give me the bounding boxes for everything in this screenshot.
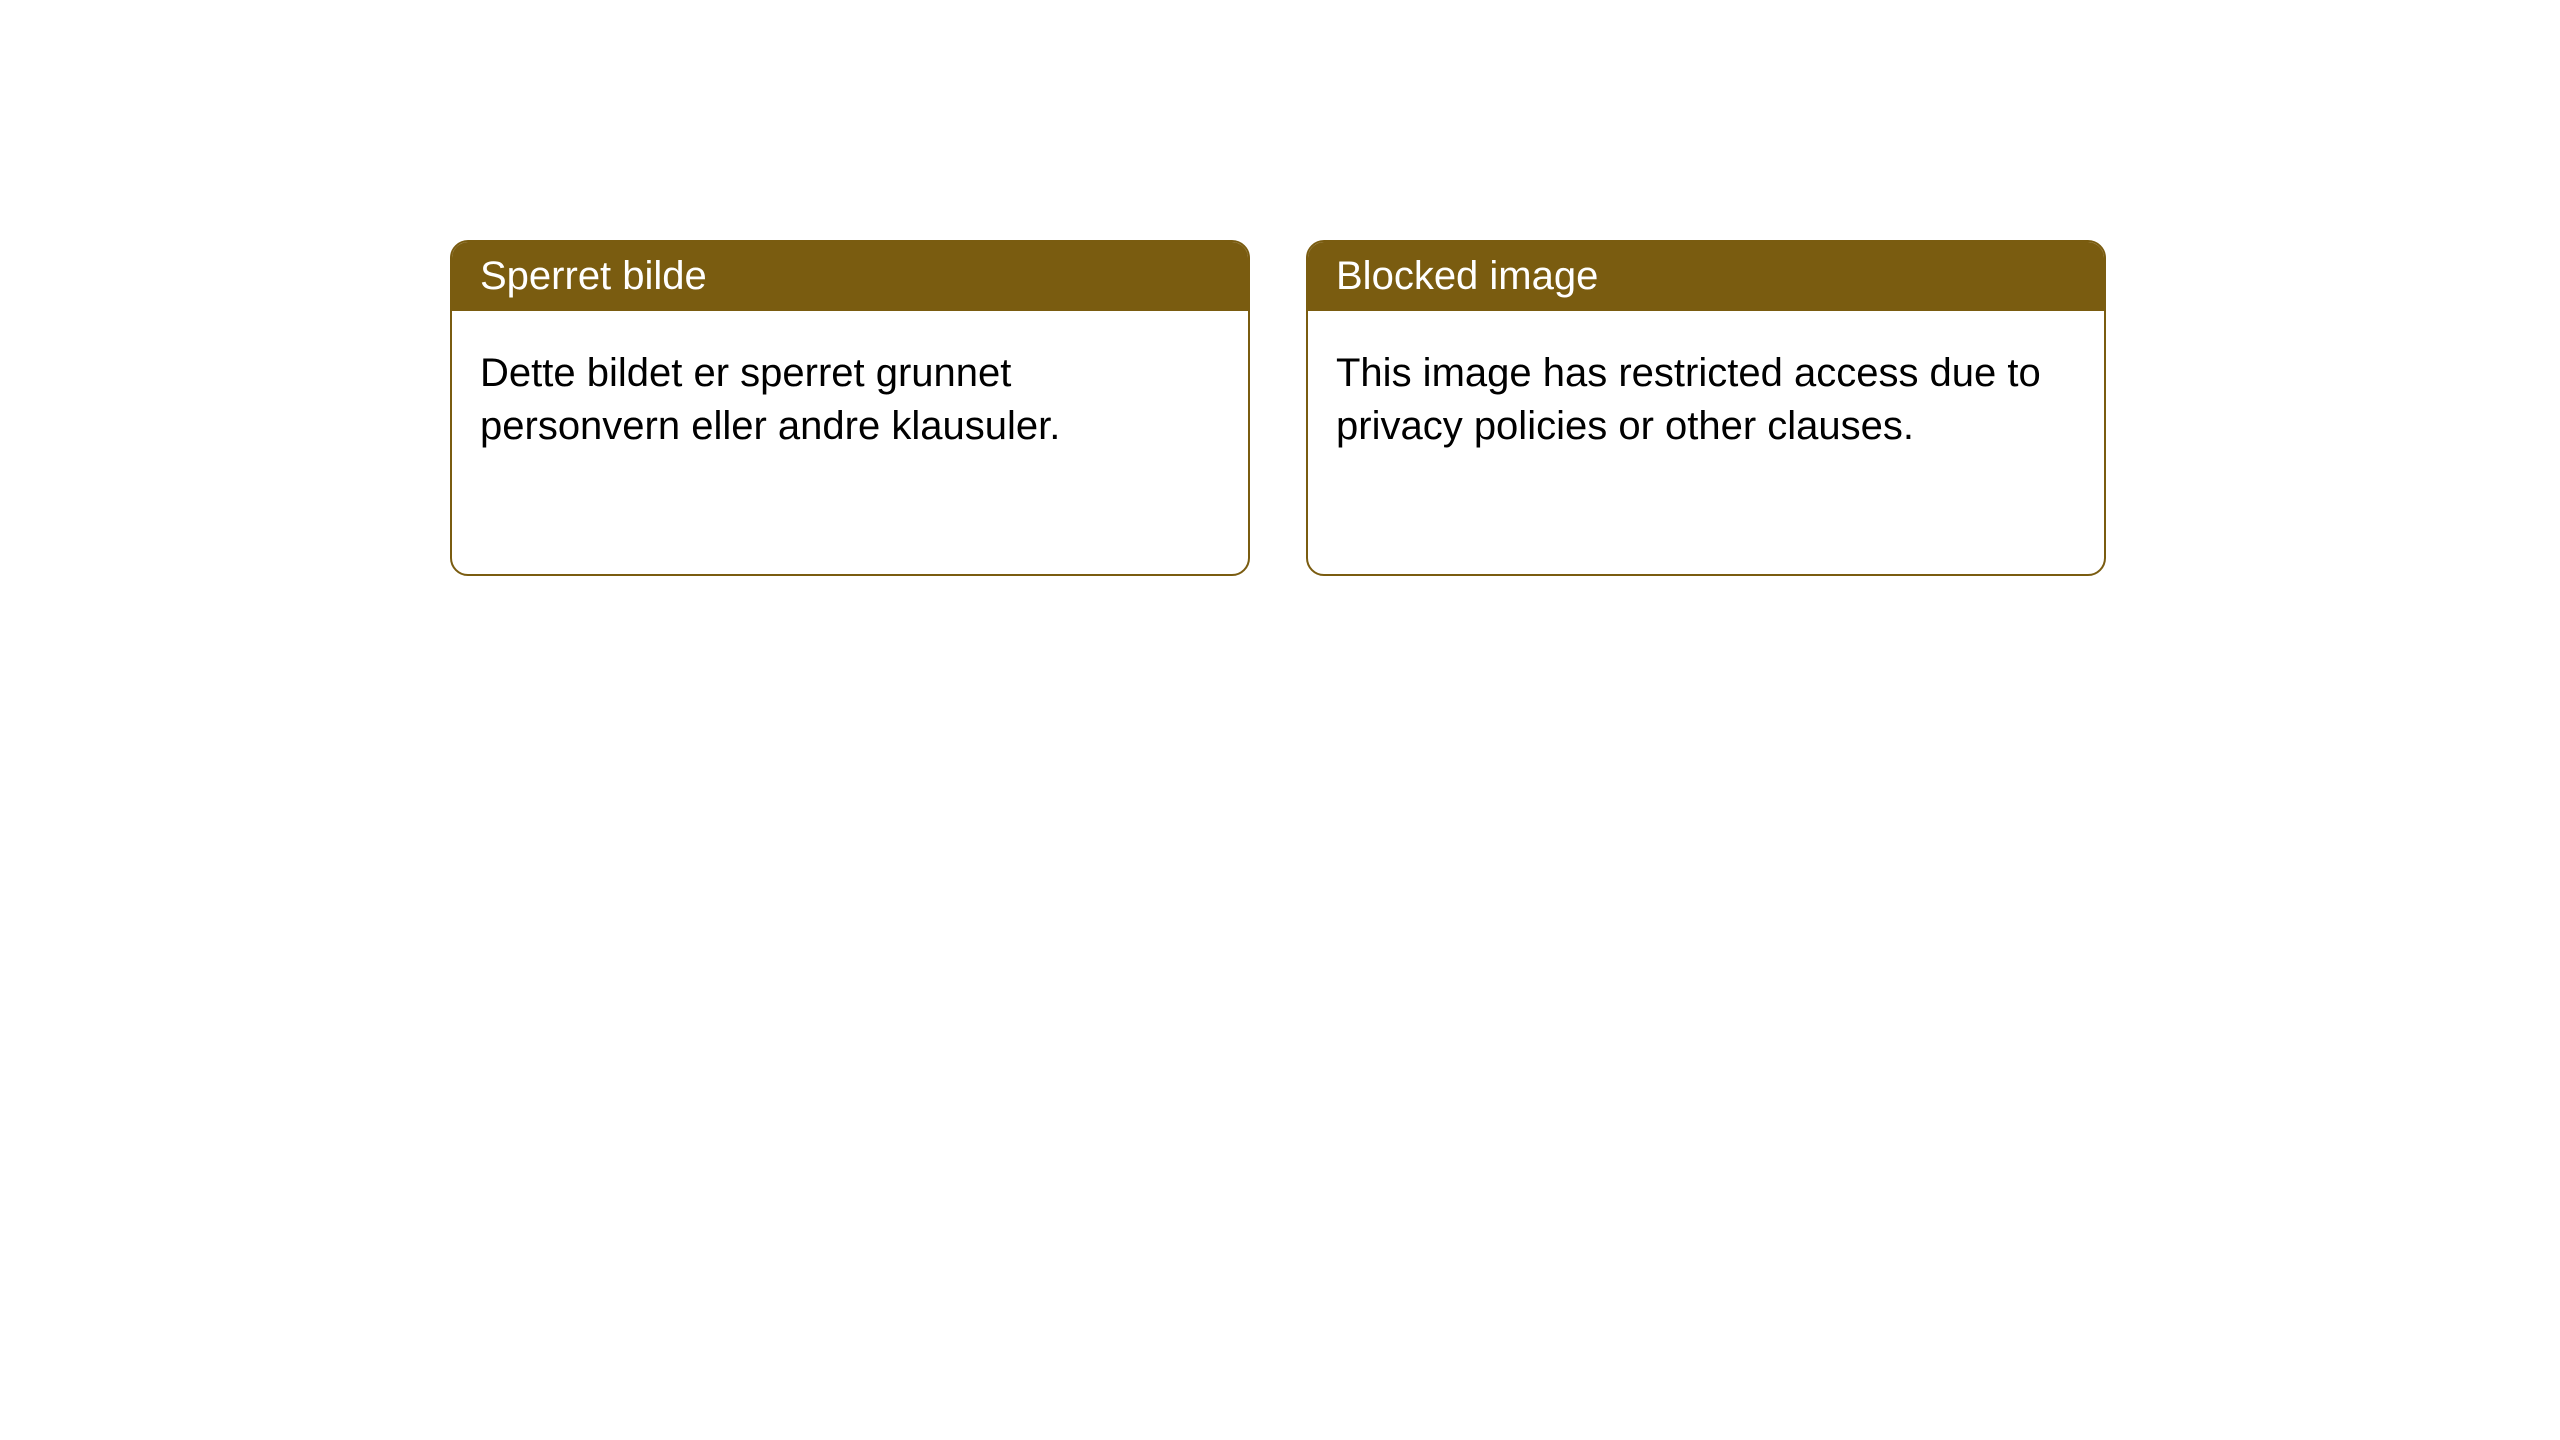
notice-card-norwegian: Sperret bilde Dette bildet er sperret gr… <box>450 240 1250 576</box>
notice-card-english: Blocked image This image has restricted … <box>1306 240 2106 576</box>
notice-title: Blocked image <box>1336 254 1598 298</box>
notice-header: Sperret bilde <box>452 242 1248 311</box>
notice-body: Dette bildet er sperret grunnet personve… <box>452 311 1248 489</box>
notice-container: Sperret bilde Dette bildet er sperret gr… <box>450 240 2106 576</box>
notice-text: Dette bildet er sperret grunnet personve… <box>480 351 1060 448</box>
notice-title: Sperret bilde <box>480 254 707 298</box>
notice-header: Blocked image <box>1308 242 2104 311</box>
notice-text: This image has restricted access due to … <box>1336 351 2041 448</box>
notice-body: This image has restricted access due to … <box>1308 311 2104 489</box>
